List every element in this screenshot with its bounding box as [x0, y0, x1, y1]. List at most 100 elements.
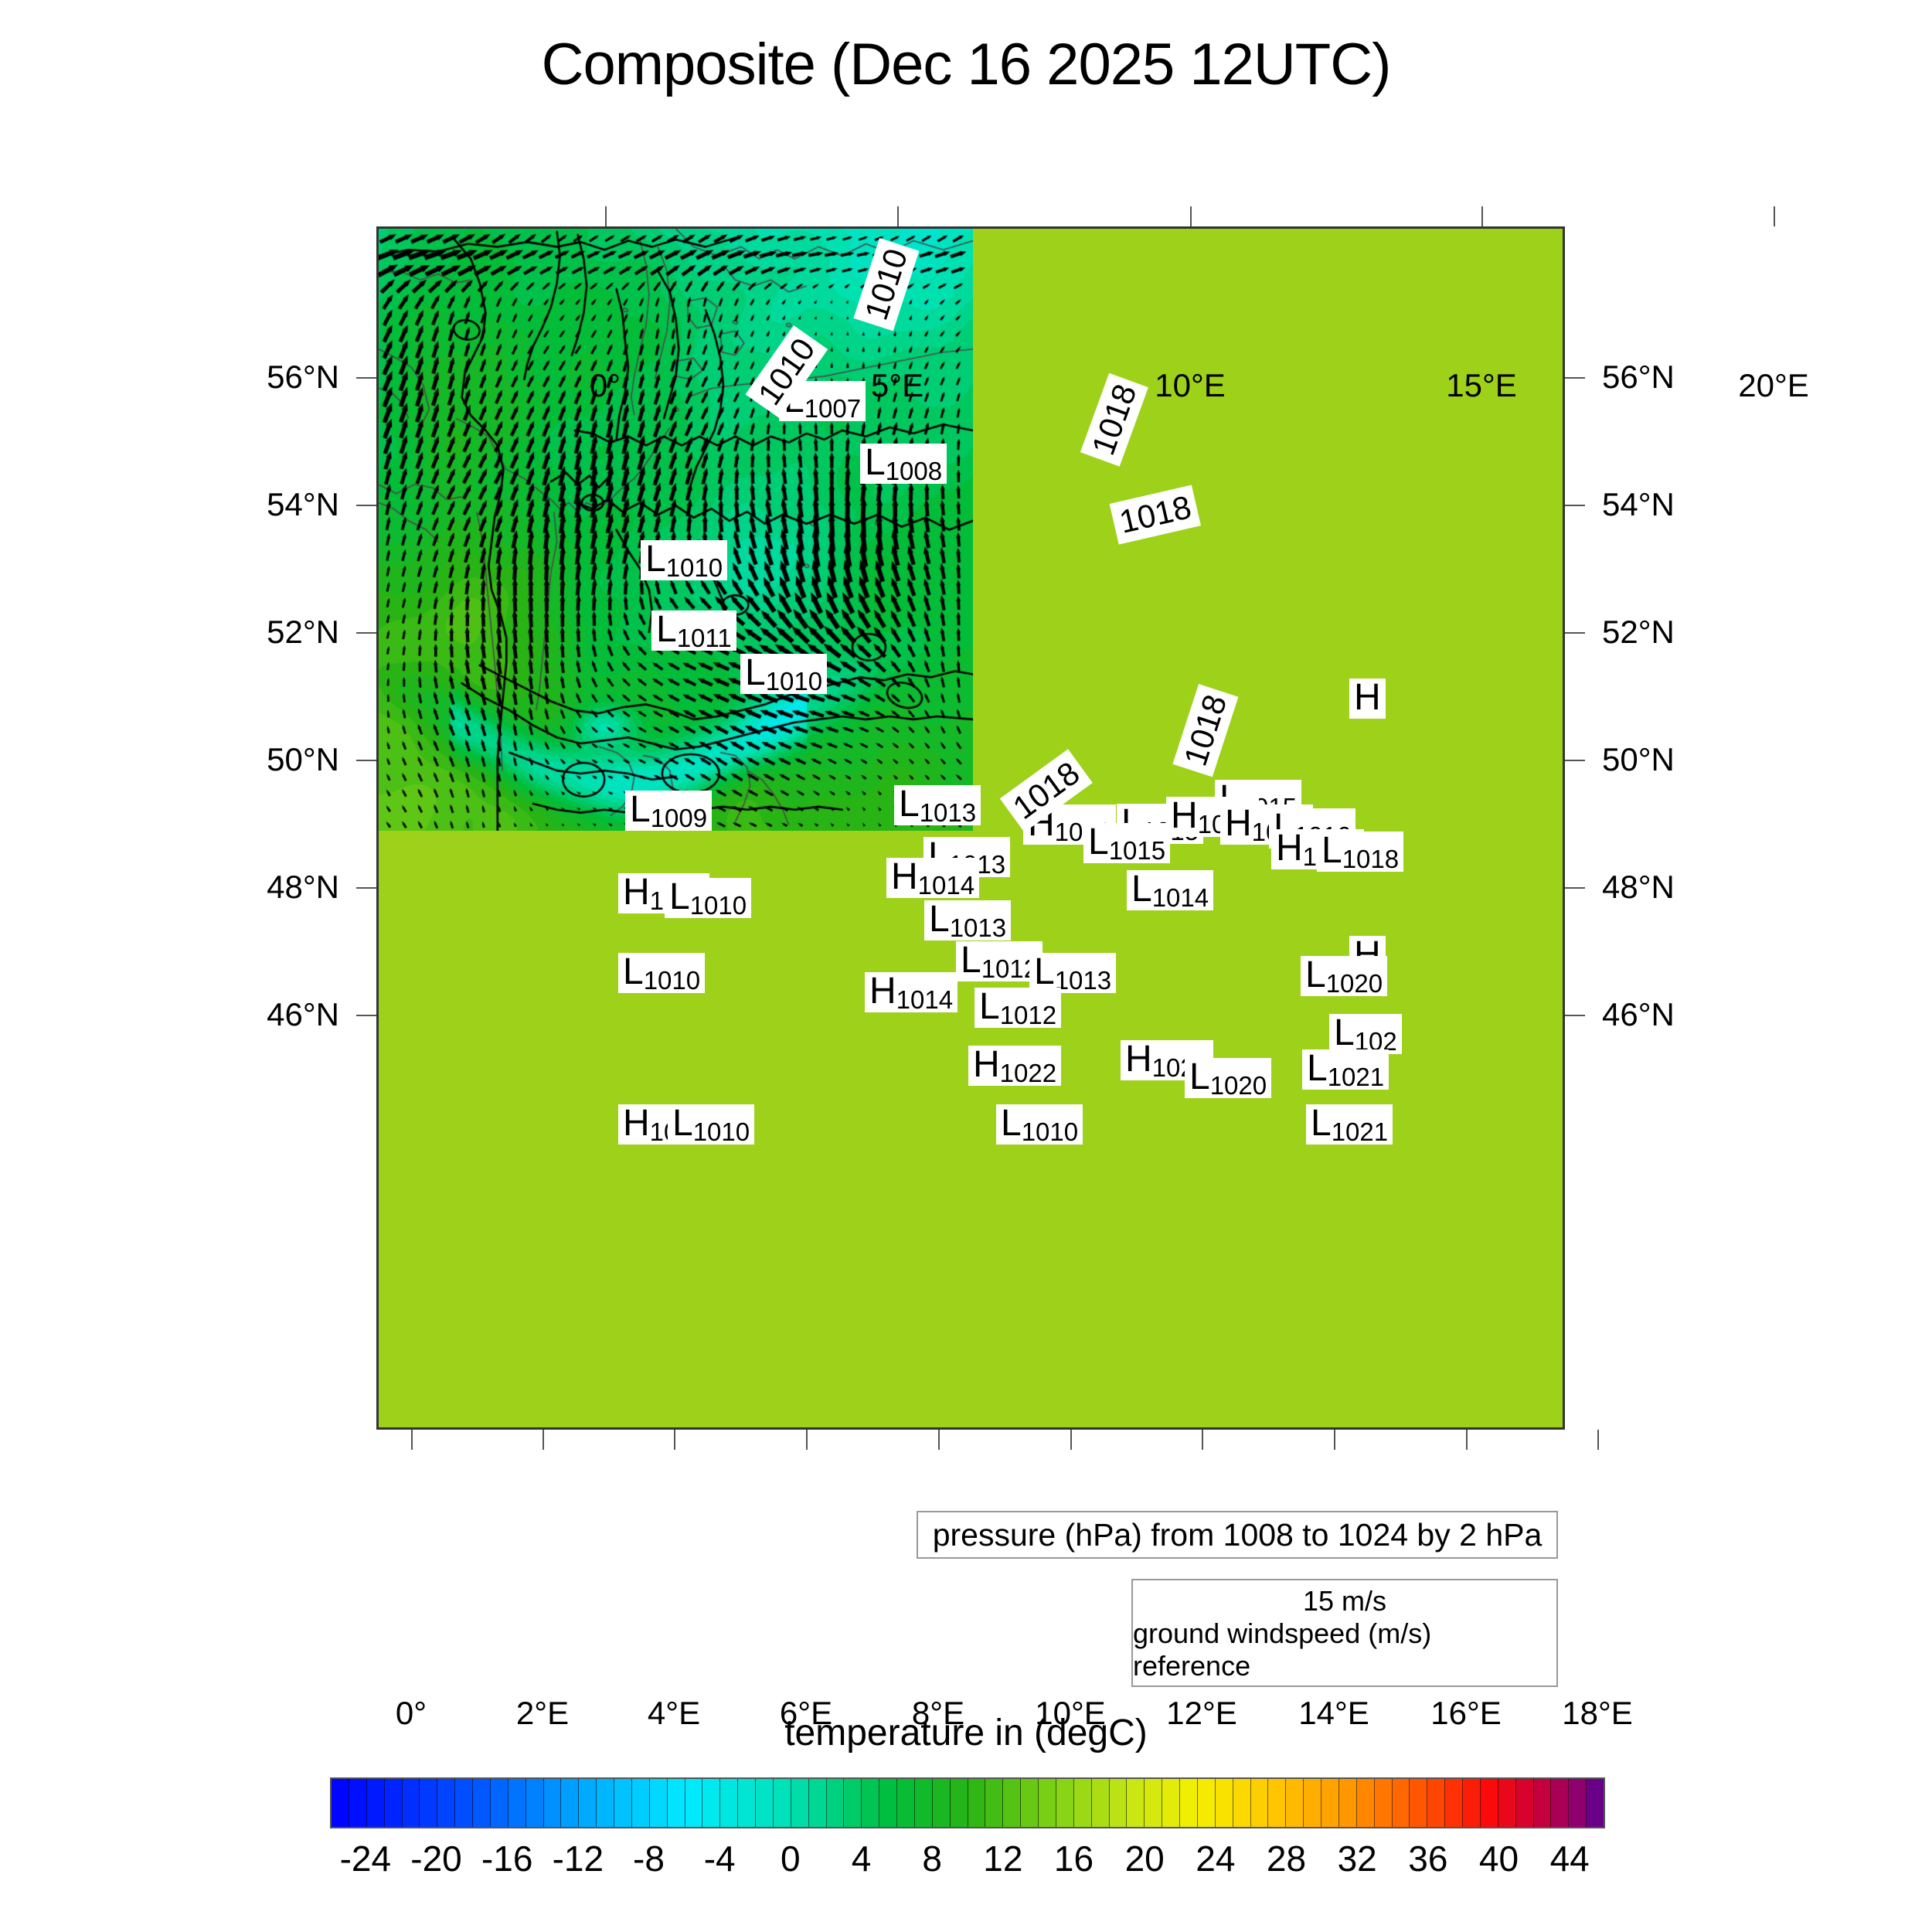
- axis-label-right: 50°N: [1602, 741, 1675, 777]
- axis-label-right: 48°N: [1602, 869, 1675, 905]
- colorbar-tick-label: 40: [1478, 1838, 1519, 1879]
- colorbar-band: [1286, 1779, 1304, 1827]
- colorbar-band: [950, 1779, 968, 1827]
- colorbar-tick-label: 4: [851, 1838, 872, 1879]
- colorbar-band: [1162, 1779, 1180, 1827]
- tick-bottom: [806, 1430, 808, 1450]
- colorbar-band: [1039, 1779, 1056, 1827]
- axis-label-right: 54°N: [1602, 486, 1675, 522]
- pressure-marker-l: L1018: [1317, 832, 1404, 872]
- axis-label-left: 54°N: [267, 486, 339, 522]
- axis-label-top: 15°E: [1446, 367, 1517, 403]
- colorbar-band: [1215, 1779, 1233, 1827]
- tick-right: [1565, 632, 1585, 634]
- pressure-marker-l: L1010: [740, 654, 828, 695]
- colorbar-band: [738, 1779, 756, 1827]
- colorbar-tick-label: -24: [339, 1838, 392, 1879]
- axis-label-bottom: 4°E: [647, 1695, 701, 1731]
- pressure-marker-h: H1014: [865, 972, 958, 1013]
- wind-reference-caption: ground windspeed (m/s) reference: [1133, 1617, 1432, 1682]
- colorbar-band: [985, 1779, 1004, 1827]
- colorbar-band: [614, 1779, 632, 1827]
- axis-label-bottom: 14°E: [1298, 1695, 1369, 1731]
- colorbar-band: [1233, 1779, 1251, 1827]
- colorbar-tick-label: 24: [1196, 1838, 1236, 1879]
- colorbar-ticks: -24 -20 -16 -12 -8 -4 0 4 8 12 16 20 24 28 32 36 40 44: [330, 1838, 1605, 1892]
- axis-label-right: 52°N: [1602, 614, 1675, 650]
- wind-reference-legend: 15 m/s ground windspeed (m/s) reference: [1131, 1579, 1558, 1687]
- colorbar-band: [808, 1779, 827, 1827]
- colorbar-band: [914, 1779, 933, 1827]
- tick-bottom: [1202, 1430, 1203, 1450]
- pressure-marker-l: L1013: [1029, 953, 1117, 994]
- colorbar-band: [1374, 1779, 1393, 1827]
- colorbar-tick-label: 12: [983, 1838, 1023, 1879]
- pressure-marker-l: L1012: [975, 988, 1062, 1029]
- axis-label-top: 0°: [589, 367, 621, 403]
- colorbar-tick-label: 20: [1124, 1838, 1165, 1879]
- colorbar-band: [756, 1779, 774, 1827]
- tick-right: [1565, 760, 1585, 761]
- colorbar-tick-label: -12: [552, 1838, 604, 1879]
- colorbar-title: temperature in (degC): [784, 1713, 1148, 1753]
- colorbar-band: [1338, 1779, 1357, 1827]
- axis-label-bottom: 16°E: [1430, 1695, 1502, 1731]
- colorbar-band: [420, 1779, 438, 1827]
- tick-left: [356, 760, 376, 761]
- tick-left: [356, 505, 376, 506]
- tick-top: [1190, 206, 1192, 226]
- colorbar-band: [1109, 1779, 1128, 1827]
- colorbar-band: [1304, 1779, 1321, 1827]
- colorbar-band: [1587, 1779, 1604, 1827]
- tick-bottom: [938, 1430, 940, 1450]
- pressure-legend-text: pressure (hPa) from 1008 to 1024 by 2 hP…: [932, 1516, 1543, 1553]
- colorbar[interactable]: [330, 1777, 1605, 1828]
- axis-label-bottom: 10°E: [1035, 1695, 1106, 1731]
- colorbar-band: [1056, 1779, 1074, 1827]
- colorbar-band: [1480, 1779, 1498, 1827]
- axis-label-bottom: 12°E: [1166, 1695, 1237, 1731]
- colorbar-band: [1127, 1779, 1145, 1827]
- tick-right: [1565, 377, 1585, 379]
- colorbar-band: [1091, 1779, 1110, 1827]
- axis-label-left: 46°N: [267, 996, 339, 1032]
- axis-label-left: 50°N: [267, 741, 339, 777]
- pressure-legend: pressure (hPa) from 1008 to 1024 by 2 hP…: [917, 1511, 1558, 1559]
- colorbar-tick-label: 32: [1337, 1838, 1377, 1879]
- pressure-marker-l: L1021: [1302, 1049, 1389, 1090]
- colorbar-band: [685, 1779, 703, 1827]
- axis-label-bottom: 0°: [395, 1695, 427, 1731]
- tick-right: [1565, 505, 1585, 506]
- axis-label-left: 48°N: [267, 869, 339, 905]
- colorbar-band: [1533, 1779, 1552, 1827]
- axis-label-bottom: 18°E: [1562, 1695, 1633, 1731]
- pressure-marker-l: L1014: [1127, 870, 1214, 911]
- tick-bottom: [1334, 1430, 1335, 1450]
- colorbar-band: [437, 1779, 456, 1827]
- colorbar-band: [332, 1779, 349, 1827]
- colorbar-band: [879, 1779, 897, 1827]
- tick-bottom: [411, 1430, 413, 1450]
- map-container[interactable]: 0° 5°E 10°E 15°E 20°E 0° 2°E 4°E 6°E 8°E 10°E 12°E 1…: [267, 206, 1809, 1731]
- colorbar-band: [526, 1779, 544, 1827]
- colorbar-tick-label: -8: [633, 1838, 665, 1879]
- colorbar-band: [968, 1779, 986, 1827]
- colorbar-tick-label: 8: [922, 1838, 942, 1879]
- pressure-marker-l: L1013: [924, 900, 1012, 941]
- colorbar-band: [455, 1779, 473, 1827]
- colorbar-band: [649, 1779, 668, 1827]
- colorbar-tick-label: 16: [1053, 1838, 1094, 1879]
- colorbar-band: [1003, 1779, 1022, 1827]
- pressure-marker-l: L1009: [625, 791, 713, 832]
- colorbar-band: [1551, 1779, 1570, 1827]
- colorbar-tick-label: 28: [1266, 1838, 1307, 1879]
- pressure-marker-h: H: [1349, 679, 1386, 719]
- colorbar-band: [543, 1779, 562, 1827]
- axis-label-bottom: 8°E: [911, 1695, 965, 1731]
- colorbar-tick-label: 36: [1408, 1838, 1448, 1879]
- colorbar-band: [720, 1779, 739, 1827]
- pressure-marker-l: L1020: [1301, 956, 1388, 997]
- pressure-marker-l: L1010: [668, 1104, 755, 1145]
- colorbar-band: [897, 1779, 915, 1827]
- page-title: Composite (Dec 16 2025 12UTC): [541, 32, 1392, 97]
